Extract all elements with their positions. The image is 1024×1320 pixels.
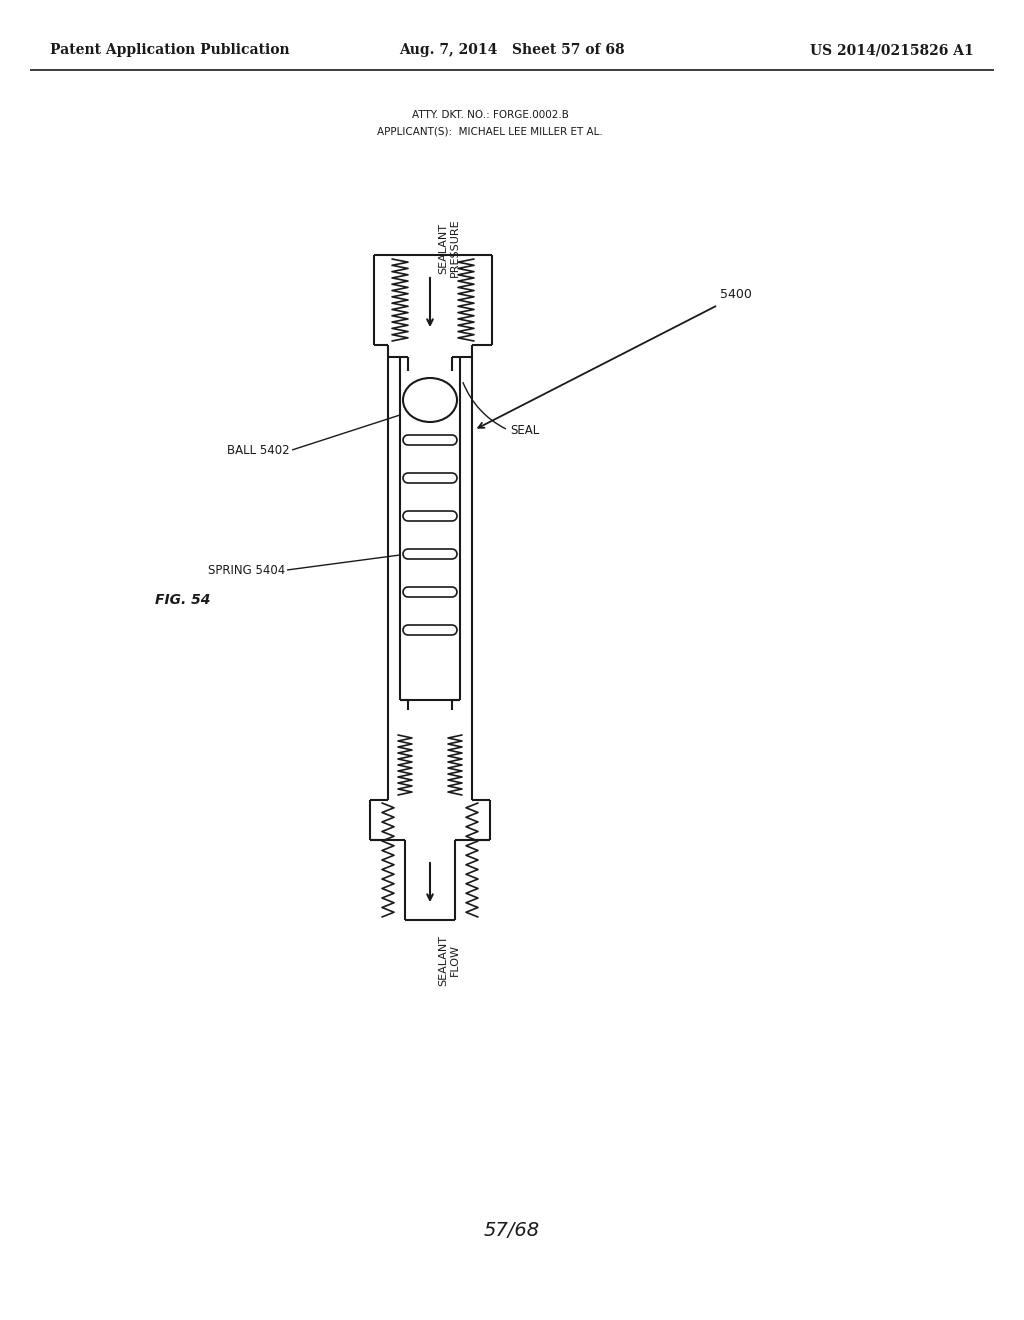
Text: SEALANT: SEALANT	[438, 223, 449, 273]
Text: SEALANT: SEALANT	[438, 935, 449, 986]
Text: APPLICANT(S):  MICHAEL LEE MILLER ET AL.: APPLICANT(S): MICHAEL LEE MILLER ET AL.	[377, 127, 603, 137]
Text: Patent Application Publication: Patent Application Publication	[50, 44, 290, 57]
Text: PRESSURE: PRESSURE	[450, 219, 460, 277]
Text: BALL 5402: BALL 5402	[227, 444, 290, 457]
Text: ATTY. DKT. NO.: FORGE.0002.B: ATTY. DKT. NO.: FORGE.0002.B	[412, 110, 568, 120]
Text: 5400: 5400	[720, 289, 752, 301]
Text: US 2014/0215826 A1: US 2014/0215826 A1	[810, 44, 974, 57]
Text: FIG. 54: FIG. 54	[155, 593, 210, 607]
Text: Aug. 7, 2014   Sheet 57 of 68: Aug. 7, 2014 Sheet 57 of 68	[399, 44, 625, 57]
Text: 57/68: 57/68	[484, 1221, 540, 1239]
Text: FLOW: FLOW	[450, 944, 460, 975]
Text: SEAL: SEAL	[510, 424, 540, 437]
Text: SPRING 5404: SPRING 5404	[208, 564, 285, 577]
